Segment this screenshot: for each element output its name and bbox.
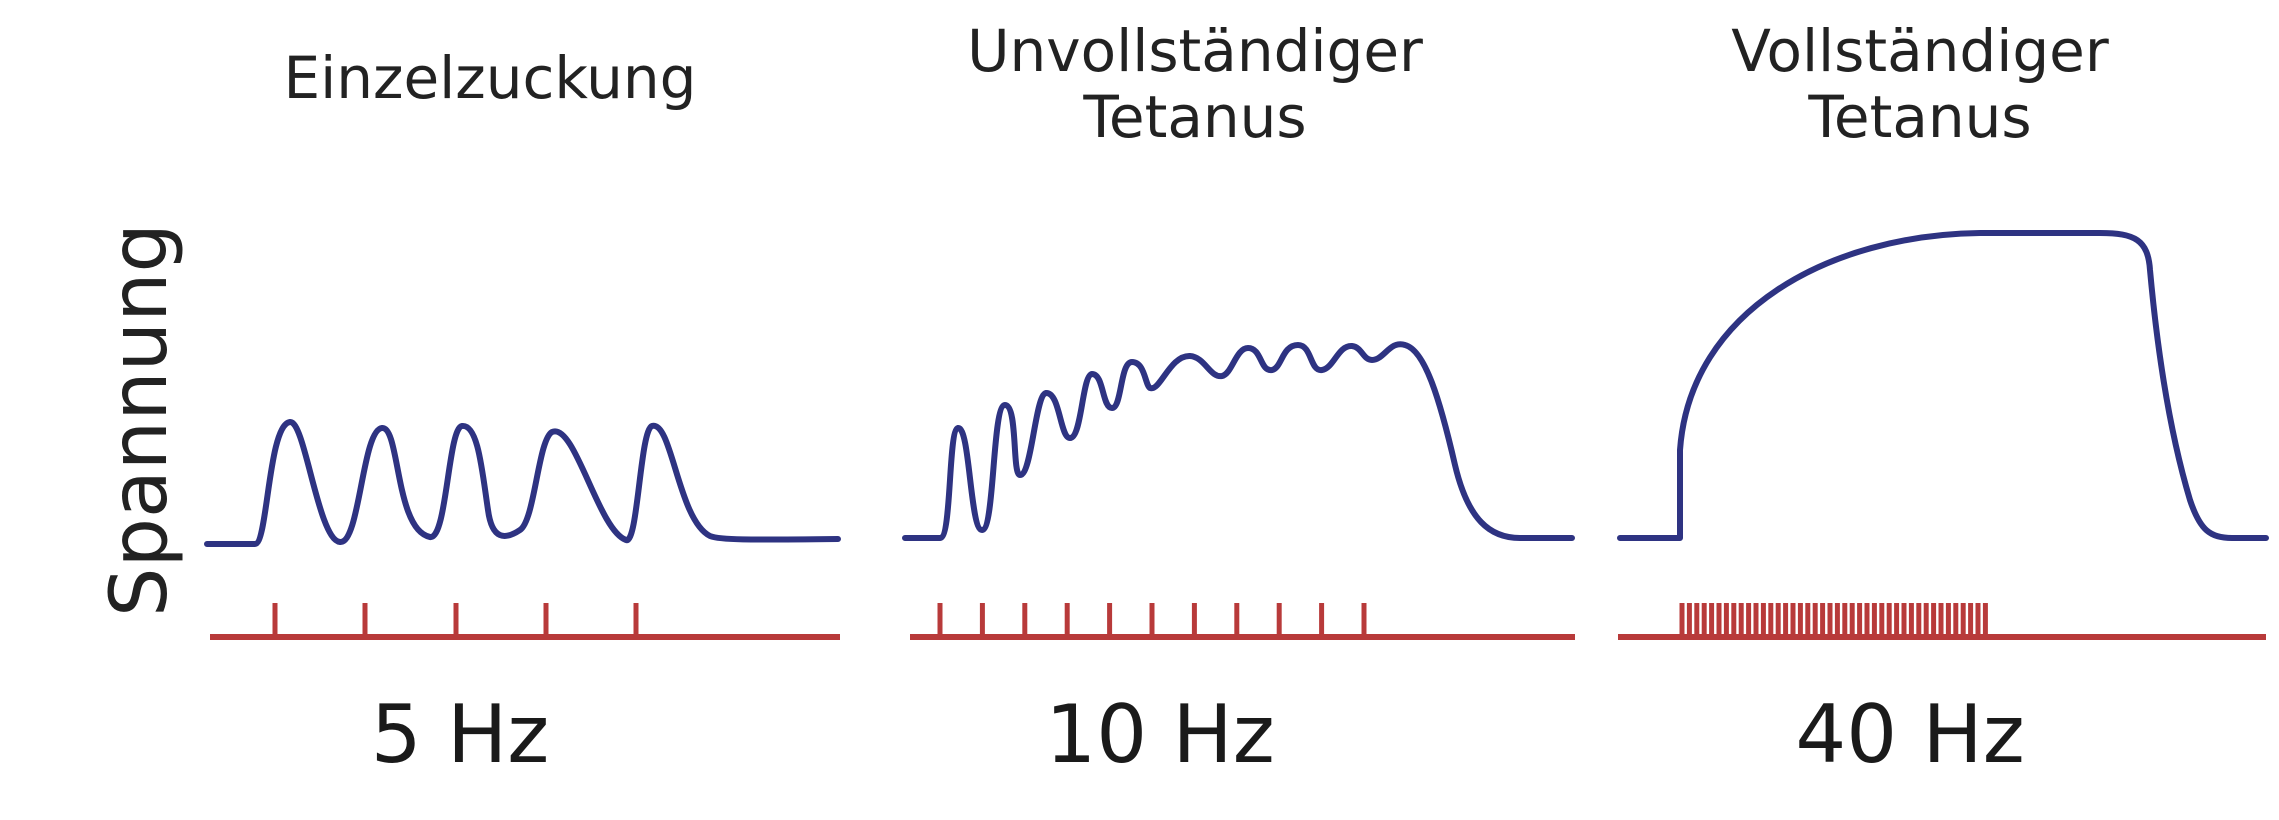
panel-title-complete-tetanus: Vollständiger Tetanus <box>1660 18 2180 150</box>
panel-title-line1: Unvollständiger <box>967 17 1423 85</box>
panel-title-line1: Einzelzuckung <box>283 44 697 112</box>
panel-title-line1: Vollständiger <box>1731 17 2109 85</box>
panel-title-incomplete-tetanus: Unvollständiger Tetanus <box>935 18 1455 150</box>
tension-trace-incomplete-tetanus <box>902 341 1575 541</box>
panel-title-line2: Tetanus <box>1808 83 2032 151</box>
tension-trace-complete-tetanus <box>1617 230 2269 541</box>
panel-title-line2: Tetanus <box>1083 83 1307 151</box>
frequency-label-5hz: 5 Hz <box>370 688 550 781</box>
tension-trace-single-twitch <box>204 419 841 547</box>
panel-title-single-twitch: Einzelzuckung <box>270 45 710 111</box>
frequency-label-10hz: 10 Hz <box>1045 688 1275 781</box>
stimulus-ticks <box>272 603 1988 637</box>
frequency-label-40hz: 40 Hz <box>1795 688 2025 781</box>
